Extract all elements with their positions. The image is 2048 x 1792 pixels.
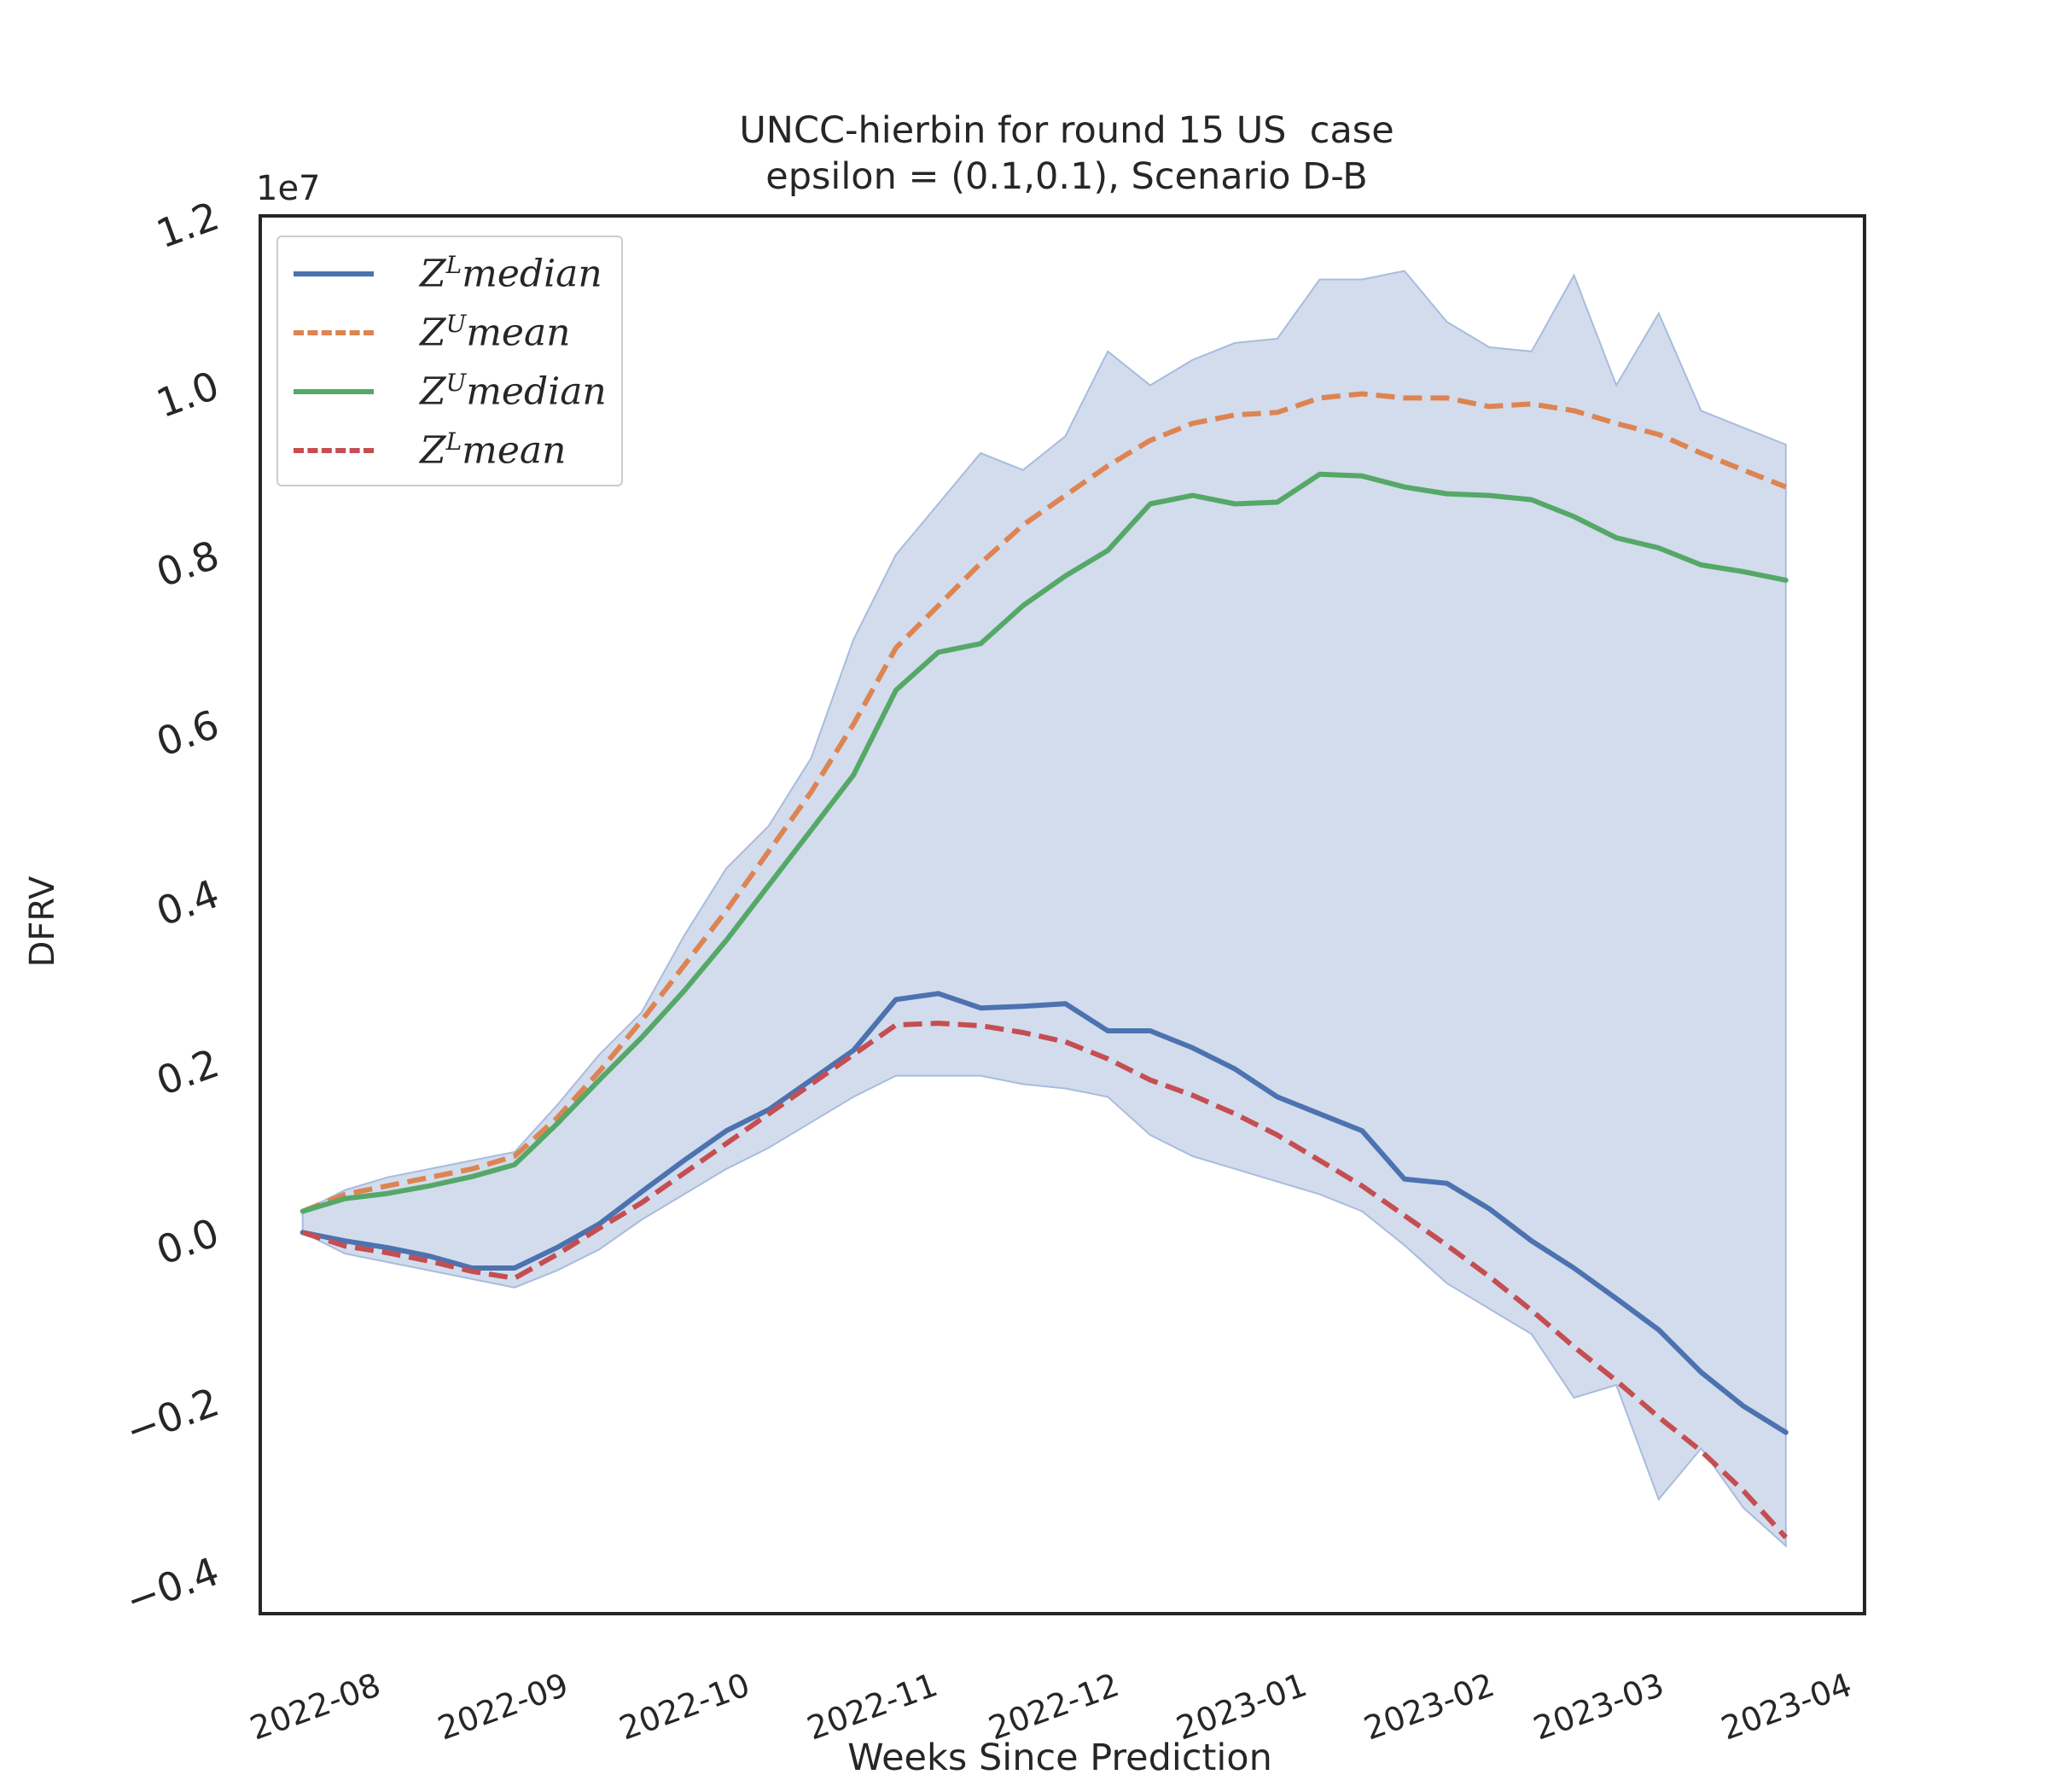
legend-item-zl-mean: ZLmean: [294, 424, 618, 475]
legend-label-zl-mean: ZLmean: [420, 428, 567, 473]
x-tick-label: 2023-04: [1716, 1666, 1856, 1748]
y-tick-labels: −0.4 −0.2 0.0 0.2 0.4 0.6 0.8 1.0 1.2: [119, 193, 224, 1624]
uncertainty-band-layer: [301, 270, 1787, 1548]
series-zl-median-line: [300, 991, 1789, 1435]
chart-title-line-1: UNCC-hierbin for round 15 US case: [739, 109, 1394, 152]
x-tick-label: 2023-01: [1172, 1666, 1312, 1748]
y-scale-offset-label: 1e7: [256, 169, 321, 208]
legend-swatch-zu-mean: [294, 330, 374, 335]
legend-item-zu-median: ZUmedian: [294, 365, 618, 416]
y-axis-label: DFRV: [23, 876, 62, 968]
series-zu-median-line: [300, 471, 1789, 1214]
y-tick-label: 0.0: [150, 1209, 224, 1274]
series-layer: [300, 391, 1789, 1539]
x-tick-label: 2022-11: [802, 1666, 942, 1748]
x-tick-labels: 2022-08 2022-09 2022-10 2022-11 2022-12 2023-…: [245, 1666, 1856, 1748]
x-axis-label: Weeks Since Prediction: [847, 1737, 1272, 1779]
y-tick-label: 0.2: [150, 1039, 224, 1104]
x-tick-label: 2022-12: [984, 1666, 1124, 1748]
legend-swatch-zl-median: [294, 271, 374, 276]
x-tick-label: 2023-03: [1528, 1666, 1668, 1748]
y-tick-label: −0.2: [119, 1379, 224, 1455]
chart-title-line-2: epsilon = (0.1,0.1), Scenario D-B: [765, 155, 1368, 198]
x-tick-label: 2022-08: [245, 1666, 385, 1748]
legend-item-zu-mean: ZUmean: [294, 306, 618, 358]
y-tick-label: −0.4: [119, 1548, 224, 1624]
plot-frame: [259, 214, 1866, 1615]
legend: ZLmedian ZUmean ZUmedian ZLmean: [276, 236, 623, 486]
legend-swatch-zl-mean: [294, 448, 374, 453]
uncertainty-band: [301, 270, 1787, 1548]
x-tick-label: 2022-09: [433, 1666, 573, 1748]
legend-label-zu-median: ZUmedian: [420, 369, 607, 414]
y-tick-label: 1.2: [150, 193, 224, 258]
y-tick-label: 0.6: [150, 701, 224, 765]
x-tick-label: 2022-10: [614, 1666, 754, 1748]
x-tick-label: 2023-02: [1359, 1666, 1499, 1748]
y-tick-label: 0.8: [150, 532, 224, 596]
legend-swatch-zu-median: [294, 389, 374, 394]
y-tick-label: 0.4: [150, 870, 224, 935]
series-zl-mean-line: [301, 1021, 1789, 1539]
legend-label-zu-mean: ZUmean: [420, 310, 571, 355]
legend-item-zl-median: ZLmedian: [294, 247, 618, 299]
legend-label-zl-median: ZLmedian: [420, 251, 602, 296]
y-tick-label: 1.0: [150, 362, 224, 427]
